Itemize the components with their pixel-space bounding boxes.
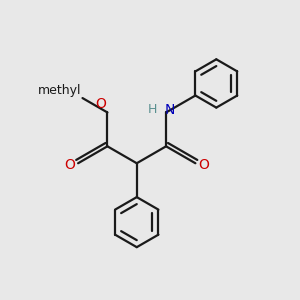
Text: O: O — [198, 158, 209, 172]
Text: O: O — [64, 158, 75, 172]
Text: methyl: methyl — [38, 84, 81, 97]
Text: H: H — [147, 103, 157, 116]
Text: O: O — [95, 97, 106, 111]
Text: N: N — [165, 103, 175, 116]
